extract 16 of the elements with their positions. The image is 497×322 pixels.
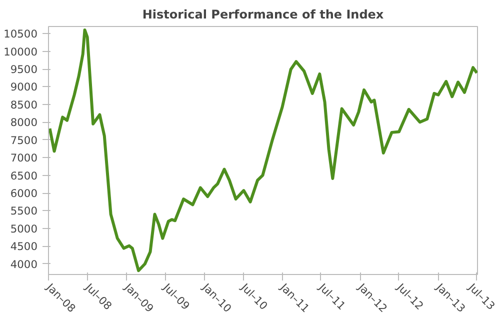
y-tick-label: 10000 <box>4 45 38 58</box>
y-tick-label: 7500 <box>10 134 38 147</box>
line-series <box>48 28 478 272</box>
y-tick-label: 7000 <box>10 152 38 165</box>
y-tick-label: 6500 <box>10 169 38 182</box>
y-tick-label: 4500 <box>10 240 38 254</box>
y-tick-label: 10500 <box>4 28 38 41</box>
y-tick-label: 5500 <box>10 204 38 218</box>
chart-title: Historical Performance of the Index <box>142 8 384 22</box>
y-tick-label: 4000 <box>10 258 38 271</box>
y-tick-label: 9500 <box>10 63 38 76</box>
y-tick-label: 8500 <box>10 98 38 112</box>
y-tick-label: 5000 <box>10 222 38 236</box>
y-tick-label: 9000 <box>10 80 38 94</box>
y-tick-label: 8000 <box>10 116 38 130</box>
y-tick-label: 6000 <box>10 187 38 200</box>
